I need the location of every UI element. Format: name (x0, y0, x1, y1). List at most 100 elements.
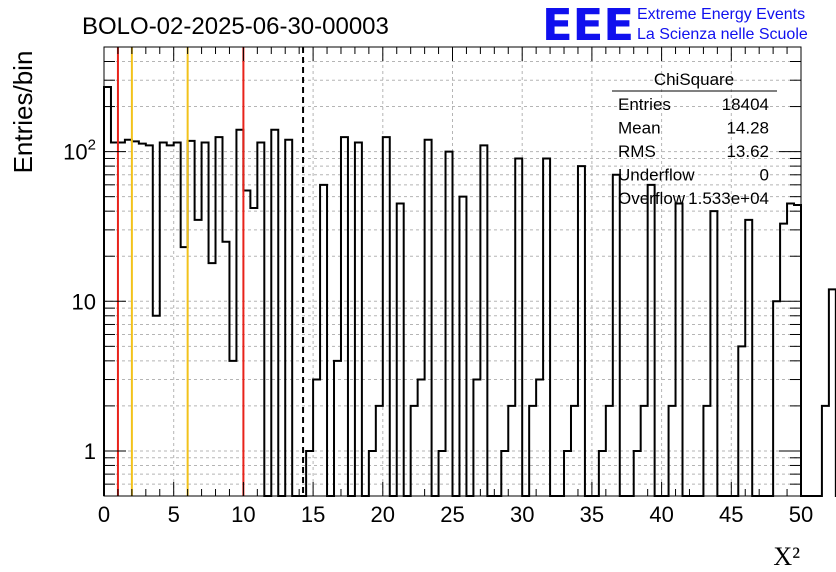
histogram-bin (822, 406, 829, 496)
histogram-bin (606, 406, 613, 496)
histogram-bin (703, 406, 710, 496)
histogram-bin (418, 380, 425, 496)
histogram-bin (669, 406, 676, 496)
histogram-bin (794, 205, 801, 496)
histogram-bin (355, 143, 362, 496)
eee-logo-mark: EEE (542, 0, 634, 51)
x-tick-label: 10 (231, 502, 255, 527)
x-tick-label: 0 (98, 502, 110, 527)
histogram-bin (125, 140, 132, 496)
stats-row-label: Mean (618, 119, 661, 138)
histogram-bin (236, 130, 243, 496)
stats-box-title: ChiSquare (654, 70, 734, 89)
histogram-bin (174, 143, 181, 496)
x-tick-label: 15 (301, 502, 325, 527)
histogram-bin (153, 316, 160, 496)
histogram-bin (250, 208, 257, 496)
histogram-bin (710, 211, 717, 496)
histogram-bin (745, 220, 752, 496)
reference-lines (116, 47, 305, 496)
histogram-bin (167, 145, 174, 496)
chart-title: BOLO-02-2025-06-30-00003 (82, 13, 389, 40)
histogram-bin (501, 451, 508, 496)
histogram-bin (480, 145, 487, 496)
histogram-bin (243, 190, 250, 496)
histogram (103, 86, 836, 497)
histogram-bin (383, 137, 390, 496)
stats-row-value: 1.533e+04 (688, 189, 769, 208)
x-tick-label: 40 (649, 502, 673, 527)
histogram-bin (571, 406, 578, 496)
histogram-bin (515, 158, 522, 496)
histogram-bin (780, 224, 787, 496)
histogram-bin (222, 242, 229, 496)
histogram-bin (313, 380, 320, 496)
histogram-bin (648, 185, 655, 496)
y-tick-label: 10 (72, 289, 96, 314)
histogram-bin (773, 301, 780, 496)
histogram-bin (229, 361, 236, 496)
histogram-bin (536, 380, 543, 496)
y-axis-label: Entries/bin (8, 51, 38, 174)
stats-row-value: 14.28 (726, 119, 769, 138)
x-tick-label: 25 (440, 502, 464, 527)
axis-ticks (103, 46, 802, 497)
histogram-bin (543, 158, 550, 496)
histogram-bin (829, 289, 836, 496)
histogram-bin (787, 204, 794, 496)
stats-row-label: Entries (618, 95, 671, 114)
x-tick-labels: 0 5 10 15 20 25 30 35 40 45 50 (98, 502, 813, 527)
stats-box: ChiSquare Entries 18404 Mean 14.28 RMS 13.62 U… (612, 70, 777, 208)
histogram-bin (369, 451, 376, 496)
x-tick-label: 35 (580, 502, 604, 527)
x-tick-label: 50 (789, 502, 813, 527)
histogram-bin (508, 406, 515, 496)
histogram-bin (376, 406, 383, 496)
histogram-bin (425, 140, 432, 496)
histogram-bin (146, 145, 153, 496)
histogram-bin (578, 166, 585, 496)
histogram-outline (103, 86, 836, 497)
histogram-bin (271, 130, 278, 496)
histogram-bin (397, 204, 404, 496)
histogram-bin (599, 451, 606, 496)
histogram-bin (104, 87, 111, 496)
x-tick-label: 30 (510, 502, 534, 527)
histogram-bin (641, 406, 648, 496)
histogram-bin (111, 143, 118, 496)
y-tick-label: 1 (84, 439, 96, 464)
histogram-bin (439, 451, 446, 496)
histogram-bin (341, 137, 348, 496)
x-axis-label: X² (773, 542, 800, 571)
histogram-bin (216, 137, 223, 496)
histogram-bin (446, 152, 453, 496)
stats-row-value: 18404 (722, 95, 769, 114)
histogram-bin (132, 141, 139, 496)
stats-row-label: RMS (618, 142, 656, 161)
histogram-bin (306, 451, 313, 496)
histogram-bin (139, 144, 146, 496)
histogram-bin (473, 380, 480, 496)
histogram-bin (195, 220, 202, 496)
histogram-bin (160, 143, 167, 496)
x-tick-label: 45 (719, 502, 743, 527)
eee-logo-line2: La Scienza nelle Scuole (637, 26, 808, 43)
histogram-bin (676, 204, 683, 496)
histogram-bin (634, 451, 641, 496)
histogram-bin (459, 197, 466, 496)
x-tick-label: 5 (168, 502, 180, 527)
histogram-bin (613, 175, 620, 496)
histogram-bin (181, 247, 188, 496)
histogram-bin (188, 141, 195, 496)
stats-row-value: 13.62 (726, 142, 769, 161)
histogram-bin (529, 406, 536, 496)
histogram-bin (285, 140, 292, 496)
stats-row-label: Underflow (618, 166, 695, 185)
histogram-bin (257, 143, 264, 496)
y-tick-label-exponent: 2 (88, 137, 96, 154)
stats-row-value: 0 (760, 166, 769, 185)
histogram-bin (320, 185, 327, 496)
eee-logo-line1: Extreme Energy Events (637, 6, 805, 23)
